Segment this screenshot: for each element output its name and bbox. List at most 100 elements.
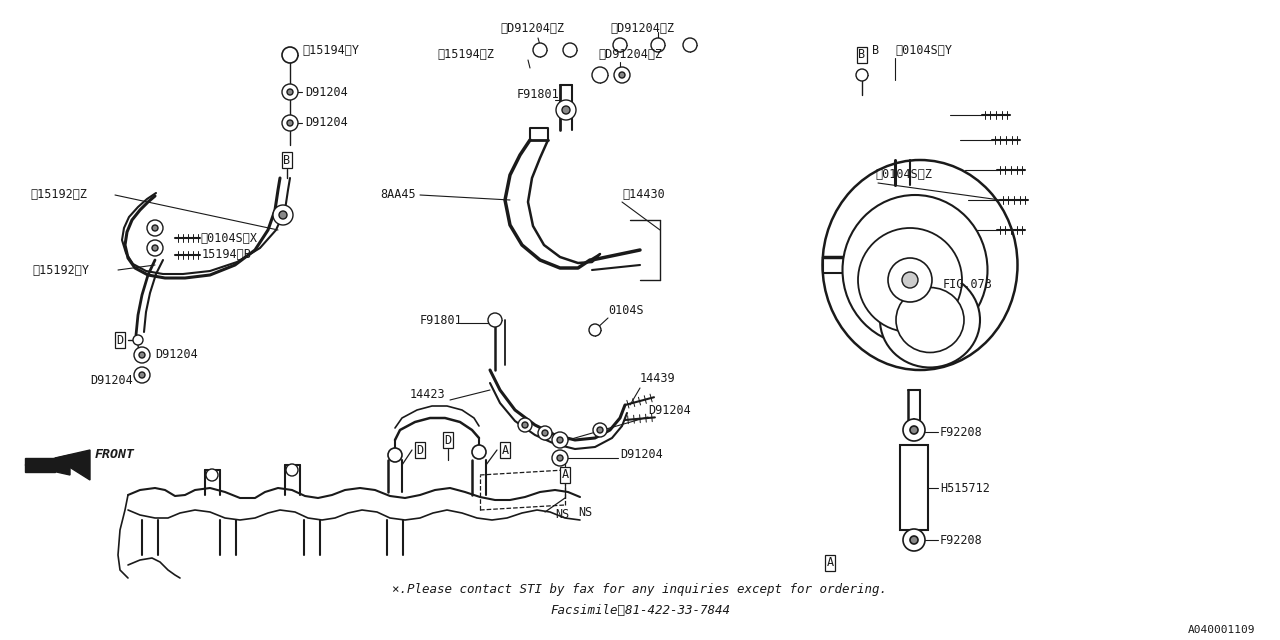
Text: 14423: 14423 xyxy=(410,388,445,401)
Circle shape xyxy=(472,445,486,459)
Text: ※15194※Y: ※15194※Y xyxy=(302,44,358,56)
Circle shape xyxy=(140,372,145,378)
Text: H515712: H515712 xyxy=(940,481,989,495)
Polygon shape xyxy=(26,455,70,475)
Circle shape xyxy=(279,211,287,219)
Circle shape xyxy=(282,47,298,63)
Circle shape xyxy=(910,536,918,544)
Circle shape xyxy=(902,419,925,441)
Text: D91204: D91204 xyxy=(305,86,348,99)
Circle shape xyxy=(388,448,402,462)
Circle shape xyxy=(147,240,163,256)
Circle shape xyxy=(910,426,918,434)
Text: ※15192※Z: ※15192※Z xyxy=(29,189,87,202)
Text: A: A xyxy=(562,468,568,481)
Text: D91204: D91204 xyxy=(90,374,133,387)
Text: ※D91204※Z: ※D91204※Z xyxy=(500,22,564,35)
Circle shape xyxy=(133,335,143,345)
Text: ※15192※Y: ※15192※Y xyxy=(32,264,90,276)
Text: D91204: D91204 xyxy=(155,349,197,362)
Text: D91204: D91204 xyxy=(620,449,663,461)
Text: ×.Please contact STI by fax for any inquiries except for ordering.: ×.Please contact STI by fax for any inqu… xyxy=(393,584,887,596)
Circle shape xyxy=(532,43,547,57)
Circle shape xyxy=(518,418,532,432)
Circle shape xyxy=(902,272,918,288)
Circle shape xyxy=(541,430,548,436)
Circle shape xyxy=(596,427,603,433)
Text: FIG.073: FIG.073 xyxy=(943,278,993,291)
Text: F92208: F92208 xyxy=(940,534,983,547)
Circle shape xyxy=(287,89,293,95)
Circle shape xyxy=(522,422,529,428)
Ellipse shape xyxy=(881,273,980,367)
Circle shape xyxy=(285,464,298,476)
Circle shape xyxy=(152,245,157,251)
Circle shape xyxy=(562,106,570,114)
Text: F91801: F91801 xyxy=(517,88,559,102)
Circle shape xyxy=(652,38,666,52)
Circle shape xyxy=(273,205,293,225)
Circle shape xyxy=(488,313,502,327)
Text: B: B xyxy=(872,44,879,56)
Text: D91204: D91204 xyxy=(648,403,691,417)
Text: ※15194※Z: ※15194※Z xyxy=(436,49,494,61)
Text: FRONT: FRONT xyxy=(95,449,134,461)
Polygon shape xyxy=(26,458,55,472)
Circle shape xyxy=(684,38,698,52)
Circle shape xyxy=(557,437,563,443)
Circle shape xyxy=(282,115,298,131)
Circle shape xyxy=(593,423,607,437)
Circle shape xyxy=(538,426,552,440)
Circle shape xyxy=(620,72,625,78)
Text: D: D xyxy=(116,333,124,346)
Text: NS: NS xyxy=(579,506,593,518)
Text: ※D91204※Z: ※D91204※Z xyxy=(598,49,662,61)
Circle shape xyxy=(563,43,577,57)
Circle shape xyxy=(591,67,608,83)
Polygon shape xyxy=(55,450,90,480)
Text: ※0104S※Z: ※0104S※Z xyxy=(876,168,932,182)
Text: Facsimile：81-422-33-7844: Facsimile：81-422-33-7844 xyxy=(550,604,730,616)
Bar xyxy=(884,247,910,282)
Text: A040001109: A040001109 xyxy=(1188,625,1254,635)
Circle shape xyxy=(552,450,568,466)
Circle shape xyxy=(858,228,963,332)
Circle shape xyxy=(589,324,602,336)
Text: ※0104S※Y: ※0104S※Y xyxy=(895,44,952,56)
Text: ※D91204※Z: ※D91204※Z xyxy=(611,22,675,35)
Circle shape xyxy=(282,84,298,100)
Circle shape xyxy=(206,469,218,481)
Circle shape xyxy=(557,455,563,461)
Text: D91204: D91204 xyxy=(305,116,348,129)
Text: A: A xyxy=(502,444,508,456)
Text: D: D xyxy=(416,444,424,456)
Text: 0104S: 0104S xyxy=(608,303,644,317)
Circle shape xyxy=(613,38,627,52)
Circle shape xyxy=(902,529,925,551)
Circle shape xyxy=(888,258,932,302)
Circle shape xyxy=(552,432,568,448)
Circle shape xyxy=(147,220,163,236)
Text: B: B xyxy=(283,154,291,166)
Text: D: D xyxy=(444,433,452,447)
Text: 15194※B: 15194※B xyxy=(202,248,252,262)
Ellipse shape xyxy=(896,287,964,353)
Text: 14439: 14439 xyxy=(640,371,676,385)
Circle shape xyxy=(140,352,145,358)
Text: ※0104S※X: ※0104S※X xyxy=(200,232,257,244)
Ellipse shape xyxy=(823,160,1018,370)
Circle shape xyxy=(556,100,576,120)
Text: NS: NS xyxy=(556,509,570,522)
Bar xyxy=(900,445,928,530)
Text: A: A xyxy=(827,557,833,570)
Circle shape xyxy=(287,120,293,126)
Circle shape xyxy=(614,67,630,83)
Text: 8AA45: 8AA45 xyxy=(380,189,416,202)
Text: ※14430: ※14430 xyxy=(622,189,664,202)
Circle shape xyxy=(134,347,150,363)
Text: B: B xyxy=(859,49,865,61)
Ellipse shape xyxy=(842,195,987,345)
Circle shape xyxy=(152,225,157,231)
Text: F91801: F91801 xyxy=(420,314,463,326)
Circle shape xyxy=(856,69,868,81)
